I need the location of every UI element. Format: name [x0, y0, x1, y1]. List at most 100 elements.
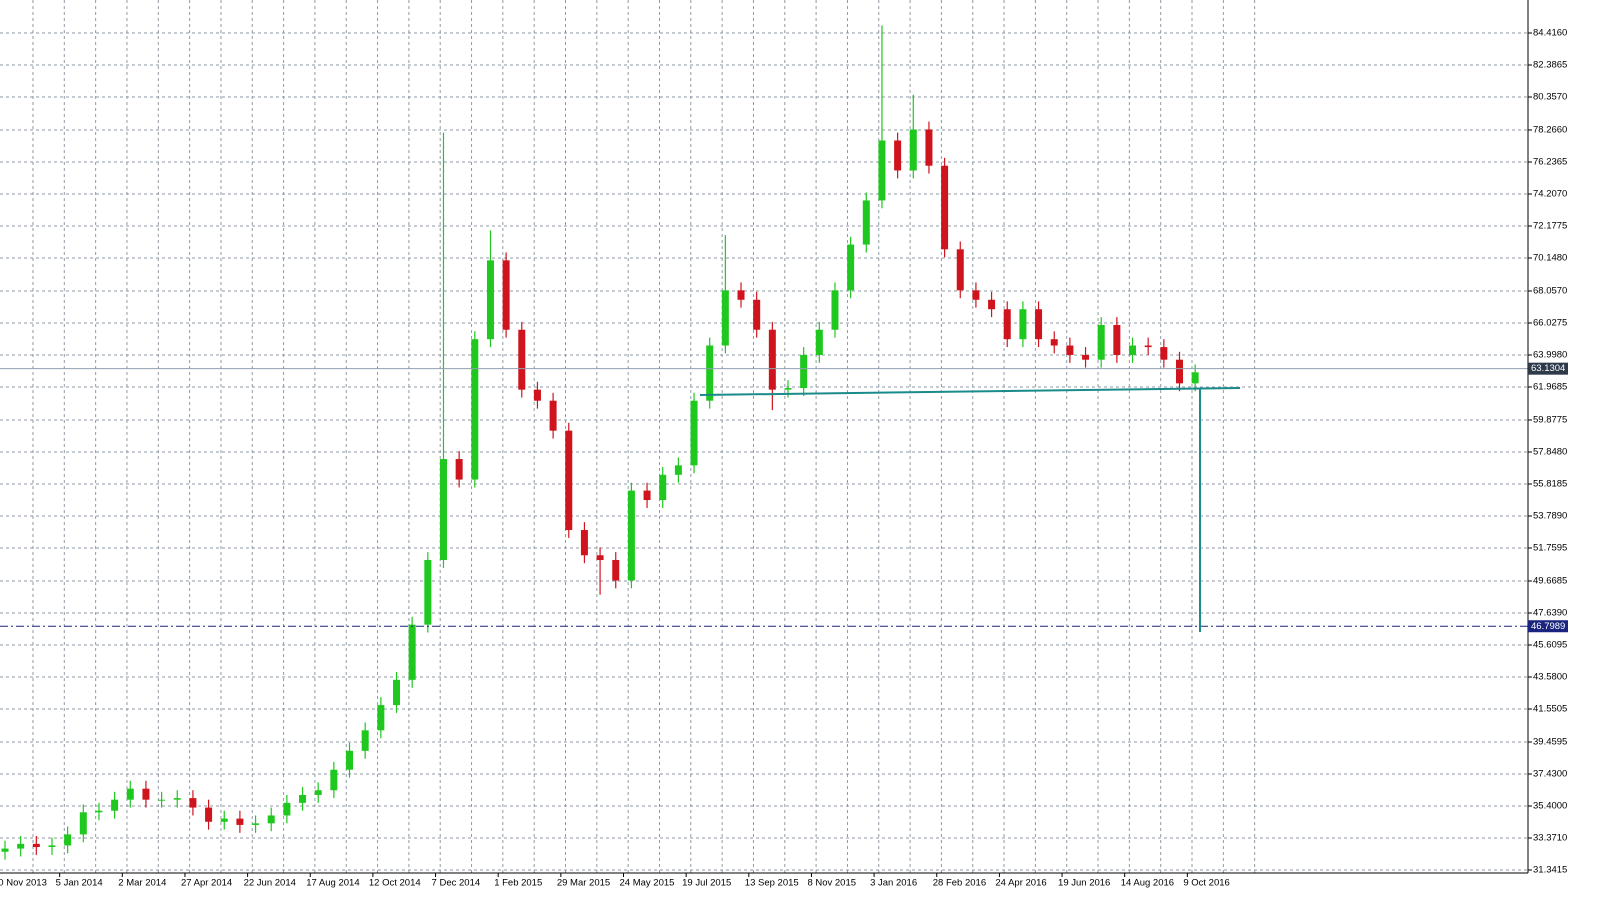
- candle-body: [925, 129, 933, 166]
- x-tick-label: 1 Feb 2015: [494, 878, 542, 889]
- x-tick-label: 14 Aug 2016: [1121, 878, 1174, 889]
- candle-body: [941, 165, 949, 250]
- level-label: 46.7989: [1531, 621, 1565, 632]
- candle-body: [815, 329, 823, 355]
- candle-body: [424, 559, 432, 625]
- candle-body: [1176, 359, 1183, 384]
- y-tick-label: 70.1480: [1533, 253, 1567, 264]
- y-tick-label: 35.4000: [1533, 801, 1567, 812]
- candle-body: [1019, 309, 1027, 340]
- y-tick-label: 72.1775: [1533, 221, 1567, 232]
- level-label-box: [1528, 620, 1568, 633]
- candle-body: [95, 810, 103, 813]
- y-tick-label: 82.3865: [1533, 60, 1567, 71]
- candle-body: [393, 679, 400, 706]
- candle-body: [580, 530, 588, 556]
- candle-body: [878, 140, 886, 201]
- y-tick-label: 41.5505: [1533, 704, 1567, 715]
- y-tick-label: 47.6390: [1533, 608, 1567, 619]
- candle-body: [1097, 325, 1105, 360]
- candle-body: [862, 200, 870, 245]
- candle-body: [1160, 347, 1168, 360]
- candle-body: [252, 823, 260, 825]
- x-tick-label: 12 Oct 2014: [369, 878, 421, 889]
- candle-body: [1191, 372, 1199, 384]
- x-tick-label: 10 Nov 2013: [0, 878, 47, 889]
- candle-body: [486, 260, 494, 340]
- candle-body: [549, 400, 557, 431]
- x-tick-label: 8 Nov 2015: [807, 878, 856, 889]
- x-tick-label: 24 Apr 2016: [995, 878, 1046, 889]
- candle-body: [627, 490, 635, 581]
- x-tick-label: 9 Oct 2016: [1183, 878, 1229, 889]
- candle-body: [894, 140, 902, 171]
- candle-body: [972, 290, 980, 300]
- candle-body: [64, 834, 72, 846]
- y-tick-label: 45.6095: [1533, 640, 1567, 651]
- candle-body: [267, 815, 275, 824]
- candle-body: [659, 474, 667, 501]
- x-tick-label: 28 Feb 2016: [933, 878, 986, 889]
- candle-body: [831, 290, 839, 330]
- candle-body: [1129, 345, 1137, 355]
- y-tick-label: 31.3415: [1533, 865, 1567, 876]
- x-tick-label: 22 Jun 2014: [244, 878, 296, 889]
- candle-body: [142, 788, 150, 800]
- y-tick-label: 37.4300: [1533, 769, 1567, 780]
- candle-body: [518, 329, 526, 390]
- candle-body: [737, 290, 745, 300]
- candle-body: [346, 750, 354, 770]
- candle-body: [173, 798, 181, 800]
- x-tick-label: 19 Jun 2016: [1058, 878, 1110, 889]
- candle-body: [1003, 309, 1011, 340]
- candle-body: [455, 459, 463, 480]
- candle-body: [205, 807, 213, 822]
- candle-body: [32, 843, 40, 848]
- y-tick-label: 59.8775: [1533, 414, 1567, 425]
- trend-line: [699, 387, 1241, 396]
- candle-body: [596, 555, 604, 560]
- candle-body: [189, 798, 197, 808]
- candle-body: [439, 459, 447, 560]
- candle-body: [1066, 345, 1074, 355]
- candle-body: [1082, 354, 1090, 360]
- candle-body: [612, 559, 620, 581]
- y-tick-label: 84.4160: [1533, 28, 1567, 39]
- candle-body: [1035, 309, 1043, 340]
- y-tick-label: 74.2070: [1533, 189, 1567, 200]
- candle-body: [48, 845, 56, 848]
- y-tick-label: 57.8480: [1533, 447, 1567, 458]
- y-tick-label: 63.9980: [1533, 350, 1567, 361]
- candle-body: [1050, 339, 1058, 346]
- candle-body: [674, 465, 682, 475]
- candle-body: [314, 790, 322, 795]
- candle-body: [565, 430, 573, 531]
- candle-body: [471, 339, 479, 480]
- price-label: 63.1304: [1531, 363, 1565, 374]
- candle-body: [502, 260, 510, 330]
- candle-body: [909, 129, 917, 171]
- candle-body: [283, 802, 291, 816]
- y-tick-label: 66.0275: [1533, 318, 1567, 329]
- y-tick-label: 39.4595: [1533, 737, 1567, 748]
- x-tick-label: 3 Jan 2016: [870, 878, 917, 889]
- candle-body: [17, 843, 25, 849]
- y-tick-label: 33.3710: [1533, 833, 1567, 844]
- plot: [0, 25, 1528, 860]
- x-tick-label: 24 May 2015: [620, 878, 675, 889]
- candle-body: [753, 299, 761, 330]
- y-tick-label: 55.8185: [1533, 479, 1567, 490]
- price-label-box: [1528, 362, 1568, 375]
- y-tick-label: 51.7595: [1533, 543, 1567, 554]
- axes: 31.3415 33.3710 35.4000 37.4300 39.4595 41.55…: [0, 28, 1568, 889]
- candle-body: [330, 769, 338, 791]
- candle-body: [706, 345, 714, 401]
- candle-body: [79, 812, 87, 835]
- x-tick-label: 7 Dec 2014: [432, 878, 481, 889]
- candle-body: [988, 299, 996, 310]
- x-tick-label: 27 Apr 2014: [181, 878, 232, 889]
- candle-body: [768, 329, 776, 390]
- y-tick-label: 76.2365: [1533, 157, 1567, 168]
